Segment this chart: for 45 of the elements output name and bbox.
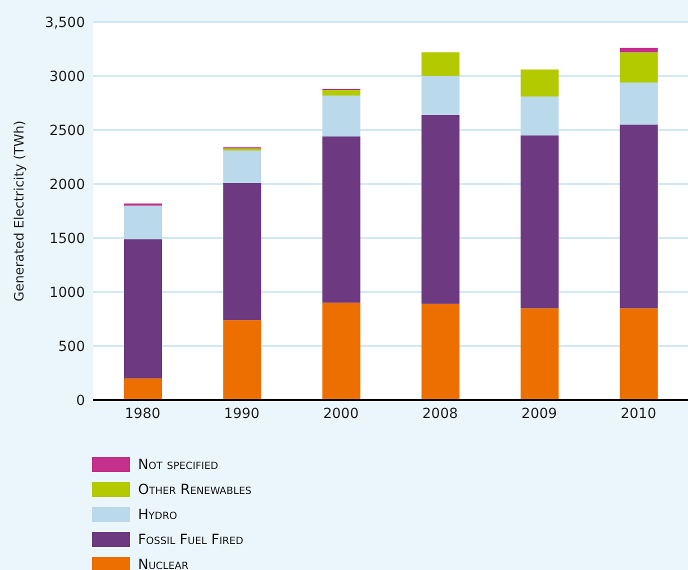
bar	[620, 308, 658, 400]
y-tick-label: 3000	[49, 68, 85, 85]
bar	[223, 320, 262, 400]
bar	[520, 308, 559, 400]
bar	[520, 135, 559, 308]
bar	[124, 239, 162, 378]
bar	[322, 302, 360, 400]
bar	[322, 136, 360, 303]
bar	[322, 95, 360, 136]
y-tick-label: 1000	[49, 284, 85, 301]
y-tick-label: 500	[58, 338, 85, 355]
bar	[620, 52, 658, 82]
x-tick-label: 2000	[323, 406, 359, 422]
y-tick-label: 2500	[49, 122, 85, 139]
y-tick-label: 2000	[49, 176, 85, 193]
bar	[223, 150, 262, 183]
legend-label: Nuclear	[138, 556, 188, 570]
bar	[520, 70, 559, 97]
bar	[223, 182, 262, 320]
x-tick-label: 2008	[422, 406, 458, 422]
bar	[620, 82, 658, 125]
bar	[422, 76, 460, 115]
bar	[124, 378, 162, 400]
bar	[520, 96, 559, 136]
y-tick-label: 1500	[49, 230, 85, 247]
bar	[422, 304, 460, 400]
x-tick-label: 1980	[124, 406, 160, 422]
bar	[124, 203, 162, 206]
bar	[124, 206, 162, 240]
x-tick-label: 2010	[620, 406, 656, 422]
legend-label: Hydro	[138, 506, 178, 522]
bar	[322, 90, 360, 96]
y-axis-title: Generated Electricity (TWh)	[12, 120, 28, 302]
y-tick-label: 0	[76, 392, 85, 409]
bar	[620, 124, 658, 308]
bar	[422, 52, 460, 76]
legend-label: Fossil Fuel Fired	[138, 532, 244, 548]
x-tick-label: 1990	[224, 406, 260, 422]
bar	[223, 148, 262, 151]
legend-label: Other Renewables	[138, 482, 252, 498]
bar	[620, 48, 658, 52]
legend-label: Not specified	[138, 456, 218, 472]
x-tick-label: 2009	[521, 406, 558, 422]
y-tick-label: 3,500	[44, 14, 85, 31]
bar	[422, 114, 460, 304]
